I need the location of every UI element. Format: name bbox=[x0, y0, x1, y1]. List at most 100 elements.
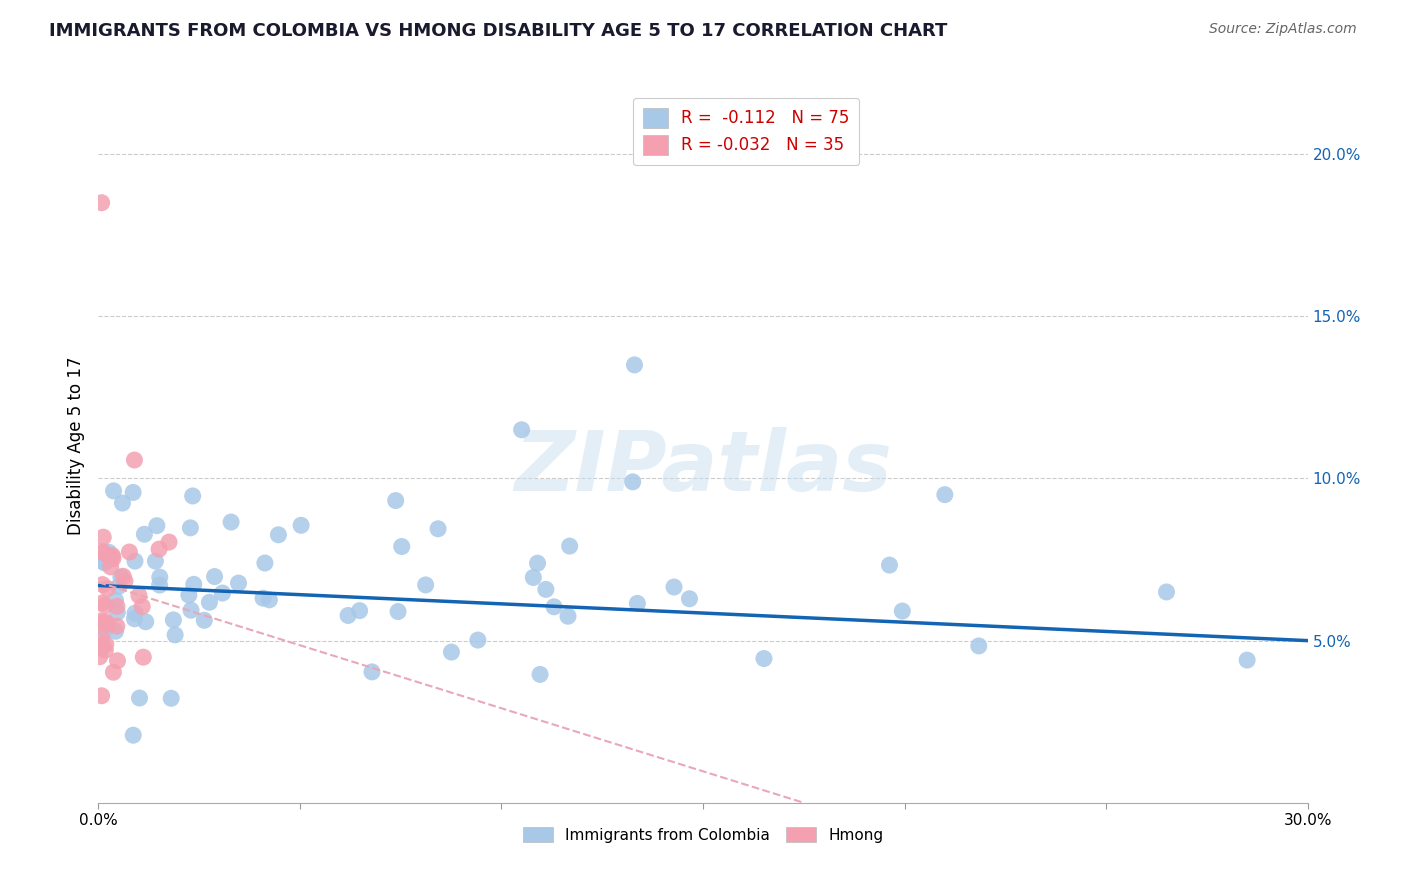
Point bbox=[94, 615, 117, 629]
Point bbox=[467, 633, 489, 648]
Point bbox=[180, 603, 202, 617]
Point bbox=[1156, 585, 1178, 599]
Point bbox=[384, 493, 406, 508]
Point bbox=[204, 569, 226, 583]
Point bbox=[440, 645, 463, 659]
Point bbox=[89, 649, 111, 664]
Point bbox=[90, 195, 112, 210]
Point bbox=[97, 582, 120, 596]
Point bbox=[105, 599, 128, 614]
Point bbox=[662, 580, 685, 594]
Point bbox=[219, 515, 242, 529]
Point bbox=[91, 554, 114, 568]
Point bbox=[145, 554, 167, 568]
Point bbox=[122, 728, 145, 742]
Text: Source: ZipAtlas.com: Source: ZipAtlas.com bbox=[1209, 22, 1357, 37]
Point bbox=[934, 488, 956, 502]
Point bbox=[879, 558, 901, 573]
Point bbox=[621, 475, 644, 489]
Point bbox=[90, 689, 112, 703]
Point bbox=[94, 623, 117, 637]
Point bbox=[361, 665, 384, 679]
Point bbox=[89, 614, 111, 628]
Point bbox=[124, 612, 146, 626]
Point bbox=[752, 651, 775, 665]
Point bbox=[529, 667, 551, 681]
Point bbox=[135, 615, 157, 629]
Point bbox=[101, 549, 124, 563]
Point bbox=[128, 589, 150, 603]
Point bbox=[100, 560, 122, 574]
Point bbox=[105, 619, 128, 633]
Point bbox=[107, 579, 129, 593]
Point bbox=[179, 521, 201, 535]
Point bbox=[97, 545, 120, 559]
Point bbox=[678, 591, 700, 606]
Point bbox=[415, 578, 437, 592]
Point bbox=[91, 640, 114, 654]
Point bbox=[98, 550, 121, 565]
Point bbox=[103, 483, 125, 498]
Point bbox=[114, 574, 136, 588]
Point bbox=[94, 599, 117, 613]
Point bbox=[626, 596, 648, 610]
Legend: Immigrants from Colombia, Hmong: Immigrants from Colombia, Hmong bbox=[516, 821, 890, 848]
Point bbox=[110, 570, 132, 584]
Point bbox=[148, 542, 170, 557]
Point bbox=[134, 527, 156, 541]
Point bbox=[128, 691, 150, 706]
Point bbox=[253, 556, 276, 570]
Point bbox=[290, 518, 312, 533]
Point bbox=[165, 628, 187, 642]
Point bbox=[104, 624, 127, 639]
Point bbox=[104, 593, 127, 607]
Point bbox=[391, 540, 413, 554]
Point bbox=[427, 522, 450, 536]
Point bbox=[387, 605, 409, 619]
Point bbox=[149, 578, 172, 592]
Point bbox=[118, 545, 141, 559]
Point bbox=[623, 358, 645, 372]
Point bbox=[337, 608, 360, 623]
Point bbox=[157, 535, 180, 549]
Point bbox=[181, 489, 204, 503]
Point bbox=[149, 570, 172, 584]
Point bbox=[111, 496, 134, 510]
Point bbox=[259, 592, 281, 607]
Point bbox=[97, 617, 120, 632]
Point bbox=[1236, 653, 1258, 667]
Point bbox=[124, 554, 146, 568]
Point bbox=[91, 545, 114, 559]
Point bbox=[124, 606, 146, 620]
Point bbox=[228, 576, 250, 591]
Point bbox=[510, 423, 533, 437]
Point bbox=[891, 604, 914, 618]
Point bbox=[103, 665, 125, 680]
Point bbox=[557, 609, 579, 624]
Point bbox=[534, 582, 557, 597]
Point bbox=[526, 556, 548, 570]
Point bbox=[522, 570, 544, 584]
Point bbox=[543, 599, 565, 614]
Point bbox=[160, 691, 183, 706]
Point bbox=[90, 596, 112, 610]
Point bbox=[198, 595, 221, 609]
Point bbox=[112, 569, 135, 583]
Text: ZIPatlas: ZIPatlas bbox=[515, 427, 891, 508]
Point bbox=[146, 518, 169, 533]
Point bbox=[91, 530, 114, 544]
Point bbox=[967, 639, 990, 653]
Point bbox=[132, 650, 155, 665]
Point bbox=[93, 615, 115, 630]
Point bbox=[105, 606, 128, 620]
Point bbox=[558, 539, 581, 553]
Point bbox=[124, 453, 146, 467]
Point bbox=[107, 654, 129, 668]
Point bbox=[101, 551, 124, 566]
Point bbox=[91, 544, 114, 558]
Point bbox=[162, 613, 184, 627]
Point bbox=[94, 637, 117, 651]
Point bbox=[183, 577, 205, 591]
Point bbox=[349, 604, 371, 618]
Point bbox=[93, 556, 115, 570]
